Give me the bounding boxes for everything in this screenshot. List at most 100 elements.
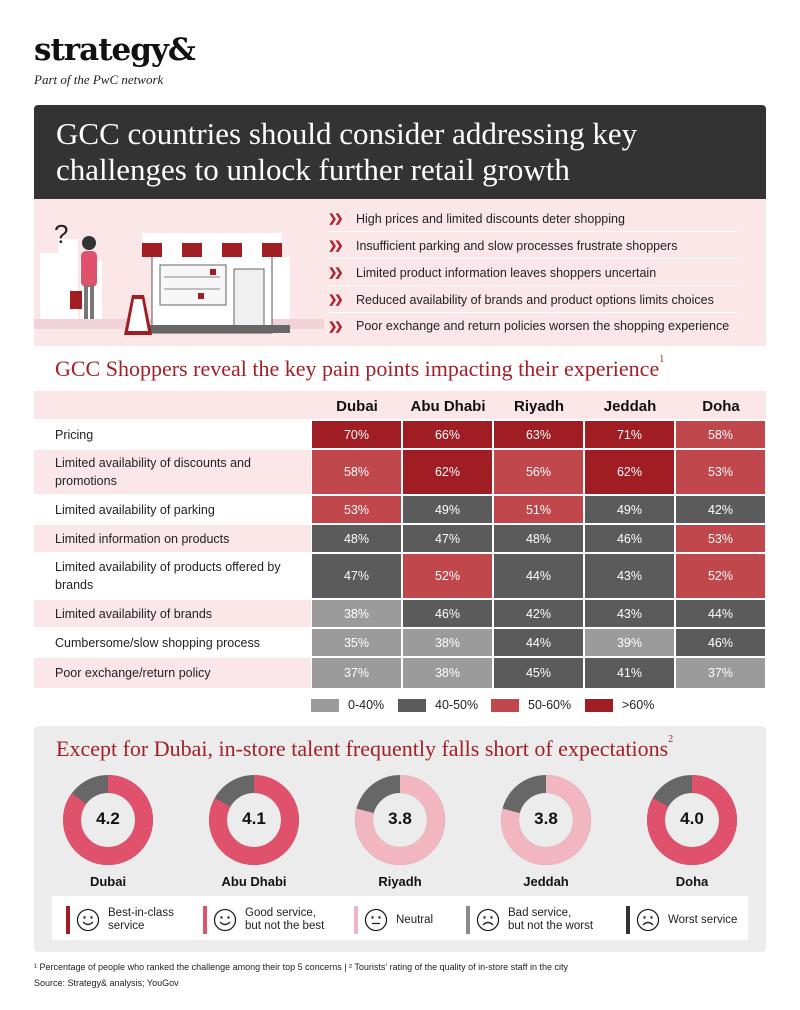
- rating-scale-item: Best-in-class service: [66, 906, 174, 934]
- table-cell: 42%: [494, 600, 583, 627]
- donut-city-label: Doha: [675, 874, 709, 889]
- donut-value: 3.8: [534, 809, 558, 828]
- table-cell: 70%: [312, 421, 401, 448]
- column-header-doha: Doha: [702, 398, 740, 415]
- legend-item: 40-50%: [398, 698, 478, 712]
- legend-label: >60%: [622, 698, 655, 712]
- challenge-text: Reduced availability of brands and produ…: [356, 292, 714, 307]
- donut-city-label: Riyadh: [378, 874, 422, 889]
- rating-scale-legend: [52, 896, 748, 940]
- legend-swatch: [398, 698, 426, 712]
- table-section-title: GCC Shoppers reveal the key pain points …: [55, 354, 665, 381]
- table-cell: 53%: [676, 450, 765, 494]
- rating-label-line2: service: [108, 920, 145, 932]
- table-cell: 53%: [312, 496, 401, 523]
- table-cell: 38%: [312, 600, 401, 627]
- table-cell: 38%: [403, 629, 492, 656]
- table-cell: 44%: [494, 554, 583, 598]
- challenge-text: Insufficient parking and slow processes …: [356, 238, 678, 253]
- donut-value: 4.2: [96, 809, 120, 828]
- table-row-label: Limited information on products: [55, 531, 230, 546]
- source-note: Source: Strategy& analysis; YouGov: [34, 978, 179, 988]
- challenge-text: Poor exchange and return policies worsen…: [356, 319, 730, 333]
- smile-face-icon: [76, 908, 100, 932]
- table-cell: 52%: [676, 554, 765, 598]
- rating-scale-item: Worst service: [626, 906, 737, 934]
- rating-color-bar: [466, 906, 470, 934]
- table-row-label: Limited availability of brands: [55, 606, 213, 621]
- table-cell: 47%: [312, 554, 401, 598]
- table-row-label: Cumbersome/slow shopping process: [55, 635, 260, 650]
- smile-face-icon: [213, 908, 237, 932]
- legend-label: 40-50%: [435, 698, 479, 712]
- table-cell: 37%: [312, 658, 401, 688]
- legend-label: 50-60%: [528, 698, 572, 712]
- rating-color-bar: [626, 906, 630, 934]
- shopper-figure: [70, 236, 97, 319]
- table-cell: 44%: [494, 629, 583, 656]
- table-row-label: Limited availability of parking: [55, 502, 215, 517]
- table-cell: 62%: [403, 450, 492, 494]
- table-cell: 43%: [585, 600, 674, 627]
- table-row-label: Pricing: [55, 427, 94, 442]
- challenge-item: ❯❯ High prices and limited discounts dete…: [328, 206, 738, 232]
- rating-color-bar: [354, 906, 358, 934]
- store-illustration: ?: [34, 219, 324, 335]
- talent-donut-chart: [63, 775, 737, 865]
- legend-item: >60%: [585, 698, 654, 712]
- table-cell: 35%: [312, 629, 401, 656]
- table-cell: 45%: [494, 658, 583, 688]
- neutral-face-icon: [364, 908, 388, 932]
- table-cell: 58%: [312, 450, 401, 494]
- table-cell: 56%: [494, 450, 583, 494]
- rating-label-line1: Neutral: [396, 913, 434, 926]
- table-cell: 63%: [494, 421, 583, 448]
- column-header-jeddah: Jeddah: [603, 398, 657, 415]
- brand-tagline: Part of the PwC network: [34, 72, 164, 87]
- legend-swatch: [585, 698, 613, 712]
- chevron-right-icon: ❯❯: [328, 213, 343, 225]
- legend-item: 0-40%: [311, 698, 384, 712]
- challenge-item: ❯❯ Reduced availability of brands and pro…: [328, 287, 738, 313]
- table-cell: 39%: [585, 629, 674, 656]
- rating-label-line1: Worst service: [668, 913, 738, 926]
- table-cell: 47%: [403, 525, 492, 552]
- chevron-right-icon: ❯❯: [328, 240, 343, 252]
- challenge-item: ❯❯ Insufficient parking and slow processe…: [328, 233, 738, 259]
- frown-face-icon: [476, 908, 500, 932]
- question-mark: ?: [54, 219, 68, 249]
- rating-label-line2: but not the best: [245, 920, 325, 932]
- table-cell: 38%: [403, 658, 492, 688]
- footnote-marker: 1: [659, 354, 665, 365]
- rating-scale-label: Neutral: [396, 914, 433, 927]
- rating-color-bar: [66, 906, 70, 934]
- rating-label-line1: Bad service,: [508, 907, 572, 919]
- title-banner: [34, 105, 766, 199]
- table-cell: 48%: [494, 525, 583, 552]
- sign-board: [124, 295, 152, 335]
- table-row-background: [34, 450, 311, 494]
- donut-arc-jeddah: [501, 775, 591, 865]
- page-title: GCC countries should consider addressing…: [56, 116, 638, 187]
- table-cell: 46%: [403, 600, 492, 627]
- table-cell: 51%: [494, 496, 583, 523]
- table-cell: 46%: [585, 525, 674, 552]
- donut-city-label: Abu Dhabi: [221, 874, 287, 889]
- table-cell: 46%: [676, 629, 765, 656]
- donut-value: 4.0: [680, 809, 704, 828]
- donut-arc-dubai: [63, 775, 153, 865]
- table-row-label: Limited availability of products offered…: [55, 560, 281, 592]
- table-cell: 49%: [585, 496, 674, 523]
- challenge-item: ❯❯ Poor exchange and return policies wors…: [328, 313, 738, 339]
- table-cell: 66%: [403, 421, 492, 448]
- legend-swatch: [491, 698, 519, 712]
- table-row-label: Poor exchange/return policy: [55, 666, 211, 680]
- rating-label-line1: Good service,: [245, 907, 316, 919]
- table-cell: 62%: [585, 450, 674, 494]
- table-row-background: [34, 600, 311, 627]
- talent-section-title: Except for Dubai, in-store talent freque…: [56, 734, 674, 761]
- rating-scale-item: Good service, but not the best: [203, 906, 324, 934]
- footnote-marker: 2: [668, 734, 674, 745]
- brand-logo: strategy&: [34, 32, 196, 68]
- table-cell: 52%: [403, 554, 492, 598]
